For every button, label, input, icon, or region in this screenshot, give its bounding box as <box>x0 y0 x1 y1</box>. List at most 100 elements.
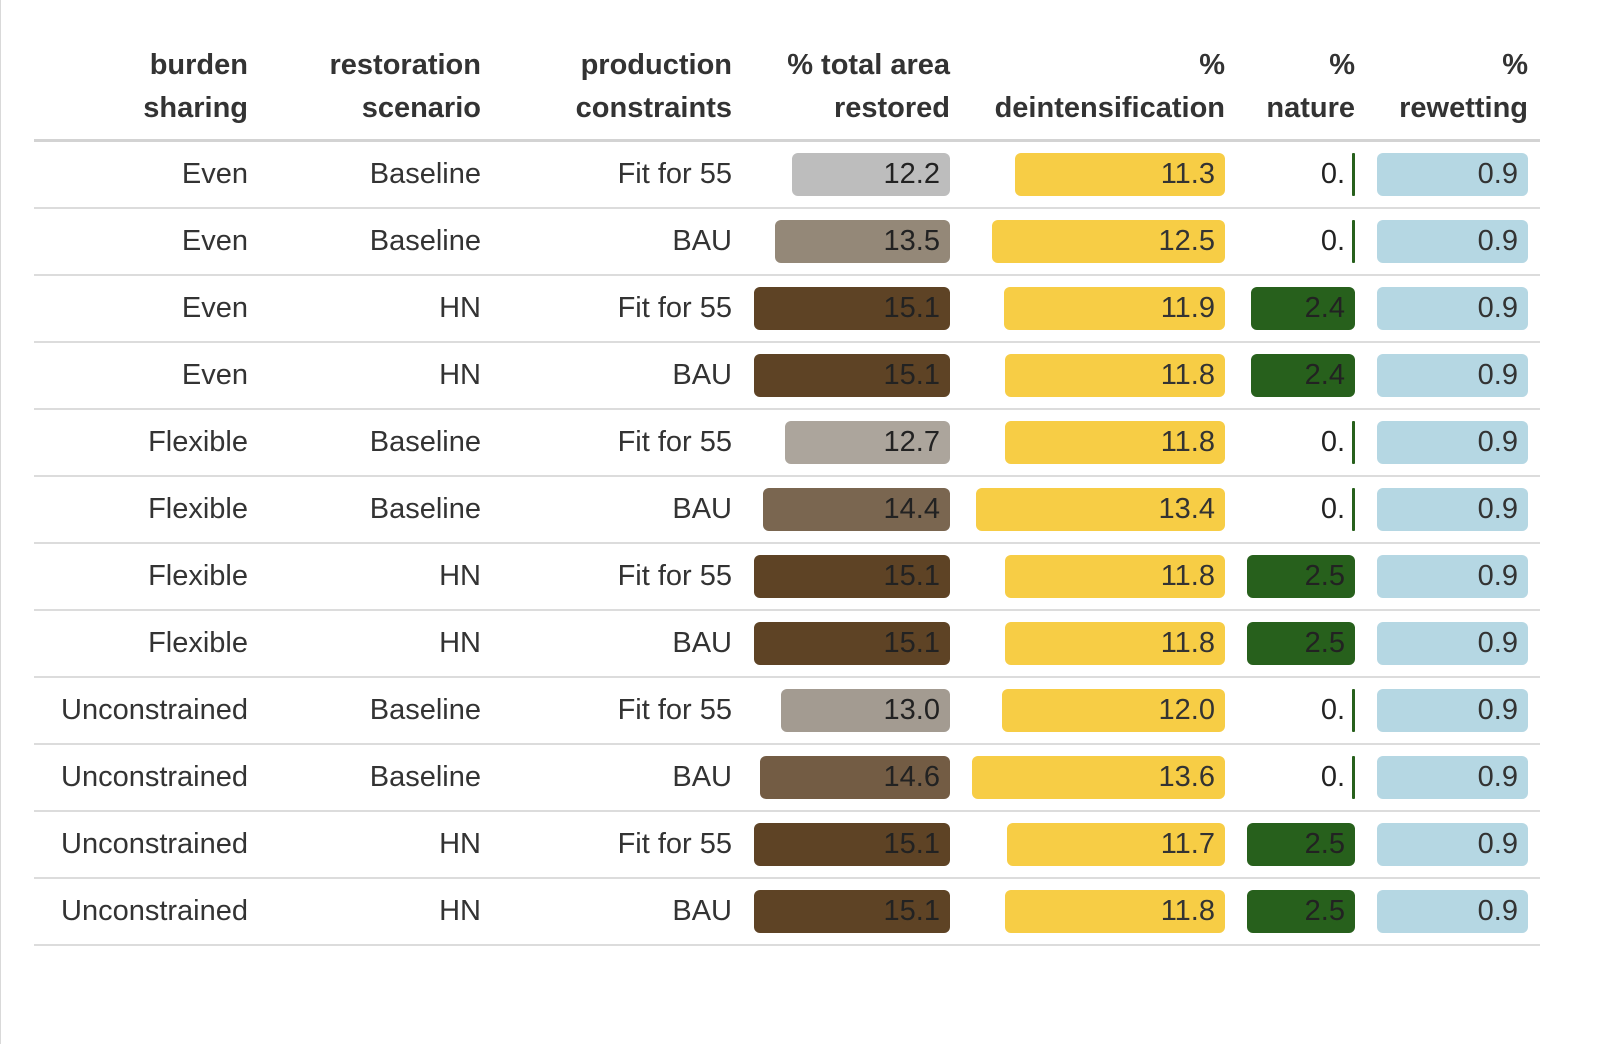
bar-total <box>781 689 950 732</box>
value-label-deint: 11.9 <box>1160 292 1215 324</box>
cell-scenario: HN <box>439 560 481 592</box>
cell-scenario: Baseline <box>369 426 481 458</box>
value-label-total: 15.1 <box>883 560 940 592</box>
bar-rewet <box>1377 354 1528 397</box>
cell-burden: Even <box>181 158 248 190</box>
value-label-nature: 2.5 <box>1304 895 1345 927</box>
cell-scenario: HN <box>439 359 481 391</box>
table-row: Even HN BAU 15.1 11.8 2.4 0.9 <box>34 343 1540 410</box>
value-label-rewet: 0.9 <box>1477 627 1518 659</box>
bar-deint <box>975 488 1225 531</box>
value-label-total: 13.5 <box>883 225 940 257</box>
value-label-total: 15.1 <box>883 895 940 927</box>
value-label-total: 14.4 <box>883 493 940 525</box>
value-label-rewet: 0.9 <box>1477 560 1518 592</box>
value-label-total: 15.1 <box>883 359 940 391</box>
cell-burden: Unconstrained <box>61 895 248 927</box>
value-label-nature: 2.5 <box>1304 627 1345 659</box>
bar-deint <box>1005 421 1225 464</box>
bar-nature <box>1352 689 1355 732</box>
value-label-total: 15.1 <box>883 828 940 860</box>
value-label-rewet: 0.9 <box>1477 761 1518 793</box>
column-header-line: deintensification <box>994 92 1225 124</box>
cell-scenario: HN <box>439 292 481 324</box>
cell-scenario: Baseline <box>369 158 481 190</box>
value-label-nature: 0. <box>1320 158 1345 190</box>
bar-deint <box>1005 890 1225 933</box>
bar-deint <box>1005 354 1225 397</box>
cell-constraints: BAU <box>672 359 732 391</box>
page-edge-line <box>0 0 1 1044</box>
cell-burden: Unconstrained <box>61 761 248 793</box>
bar-total <box>763 488 950 531</box>
cell-burden: Unconstrained <box>61 828 248 860</box>
column-header-line: % total area <box>787 49 950 81</box>
value-label-rewet: 0.9 <box>1477 225 1518 257</box>
value-label-nature: 2.5 <box>1304 560 1345 592</box>
table-row: Unconstrained Baseline Fit for 55 13.0 12.0 0… <box>34 678 1540 745</box>
bar-total <box>754 890 950 933</box>
column-header-line: restored <box>833 92 950 124</box>
table-row: Flexible HN BAU 15.1 11.8 2.5 0.9 <box>34 611 1540 678</box>
bar-rewet <box>1377 220 1528 263</box>
value-label-nature: 0. <box>1320 694 1345 726</box>
cell-constraints: BAU <box>672 627 732 659</box>
cell-constraints: BAU <box>672 493 732 525</box>
cell-burden: Flexible <box>148 627 248 659</box>
bar-deint <box>1003 287 1225 330</box>
cell-scenario: Baseline <box>369 761 481 793</box>
table-row: Flexible HN Fit for 55 15.1 11.8 2.5 0.9 <box>34 544 1540 611</box>
bar-rewet <box>1377 622 1528 665</box>
value-label-nature: 2.4 <box>1304 292 1345 324</box>
bar-nature <box>1352 153 1355 196</box>
bar-nature <box>1251 354 1355 397</box>
bar-total <box>785 421 950 464</box>
column-header-line: burden <box>149 49 248 81</box>
value-label-deint: 12.5 <box>1158 225 1215 257</box>
value-label-rewet: 0.9 <box>1477 292 1518 324</box>
bar-deint <box>1014 153 1225 196</box>
value-label-nature: 0. <box>1320 426 1345 458</box>
bar-total <box>754 354 950 397</box>
value-label-nature: 2.4 <box>1304 359 1345 391</box>
cell-burden: Flexible <box>148 493 248 525</box>
cell-constraints: Fit for 55 <box>617 694 732 726</box>
bar-deint <box>992 220 1225 263</box>
table-row: Unconstrained HN BAU 15.1 11.8 2.5 0.9 <box>34 879 1540 946</box>
cell-constraints: Fit for 55 <box>617 158 732 190</box>
bar-rewet <box>1377 421 1528 464</box>
column-header-line: rewetting <box>1399 92 1528 124</box>
column-header-nature: % nature <box>1247 44 1355 130</box>
bar-nature <box>1247 890 1355 933</box>
cell-scenario: HN <box>439 627 481 659</box>
table-row: Flexible Baseline Fit for 55 12.7 11.8 0. 0.9 <box>34 410 1540 477</box>
value-label-deint: 11.8 <box>1160 895 1215 927</box>
value-label-rewet: 0.9 <box>1477 359 1518 391</box>
value-label-total: 15.1 <box>883 627 940 659</box>
value-label-total: 14.6 <box>883 761 940 793</box>
value-label-deint: 11.3 <box>1160 158 1215 190</box>
bar-nature <box>1352 488 1355 531</box>
value-label-total: 12.7 <box>883 426 940 458</box>
bar-nature <box>1247 823 1355 866</box>
column-header-line: production <box>580 49 732 81</box>
bar-deint <box>1005 622 1225 665</box>
column-header-line: restoration <box>329 49 481 81</box>
bar-nature <box>1352 220 1355 263</box>
table-row: Even Baseline BAU 13.5 12.5 0. 0.9 <box>34 209 1540 276</box>
bar-nature <box>1251 287 1355 330</box>
value-label-deint: 11.8 <box>1160 359 1215 391</box>
bar-nature <box>1247 622 1355 665</box>
bar-total <box>754 823 950 866</box>
table-body: Even Baseline Fit for 55 12.2 11.3 0. 0.9 Even B… <box>34 142 1540 946</box>
value-label-deint: 13.6 <box>1158 761 1215 793</box>
table-row: Unconstrained HN Fit for 55 15.1 11.7 2.5 0.9 <box>34 812 1540 879</box>
column-header-line: % <box>1199 49 1225 81</box>
value-label-deint: 11.7 <box>1160 828 1215 860</box>
value-label-total: 12.2 <box>883 158 940 190</box>
value-label-total: 15.1 <box>883 292 940 324</box>
column-header-line: % <box>1329 49 1355 81</box>
cell-burden: Even <box>181 292 248 324</box>
bar-deint <box>1001 689 1225 732</box>
cell-burden: Unconstrained <box>61 694 248 726</box>
